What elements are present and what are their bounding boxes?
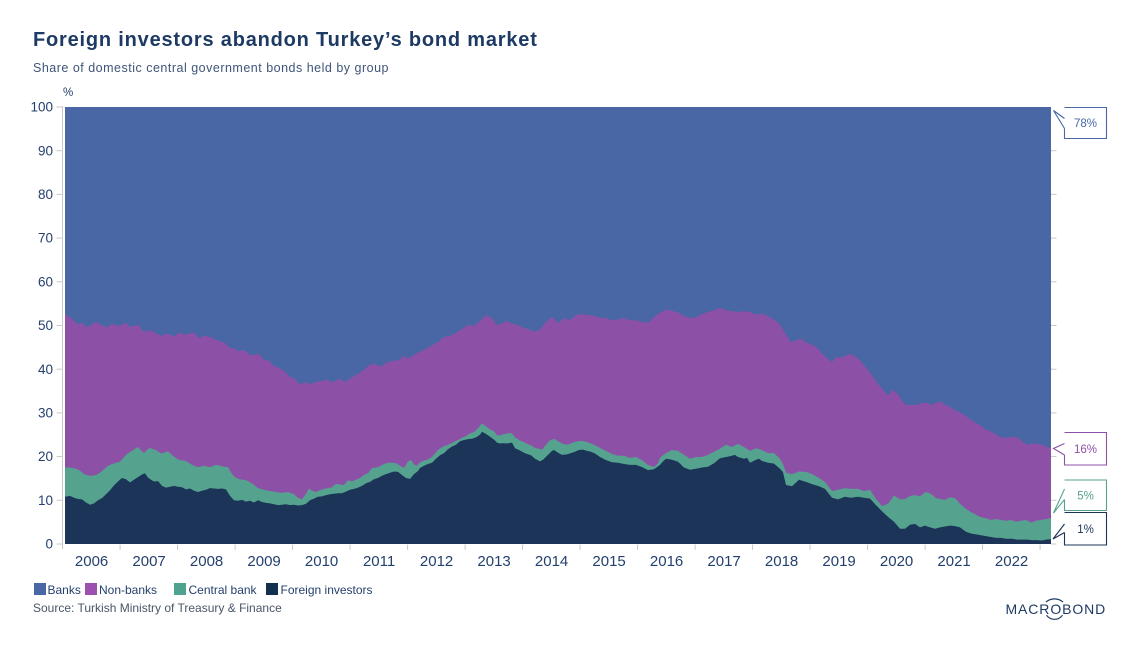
svg-text:2018: 2018 bbox=[765, 553, 798, 570]
svg-text:2009: 2009 bbox=[247, 553, 280, 570]
svg-text:2017: 2017 bbox=[707, 553, 740, 570]
svg-text:2013: 2013 bbox=[477, 553, 510, 570]
svg-text:2007: 2007 bbox=[132, 553, 165, 570]
svg-text:2020: 2020 bbox=[880, 553, 913, 570]
svg-text:30: 30 bbox=[38, 406, 53, 421]
svg-text:90: 90 bbox=[38, 143, 53, 158]
svg-text:2008: 2008 bbox=[190, 553, 223, 570]
svg-text:10: 10 bbox=[38, 493, 53, 508]
svg-text:2014: 2014 bbox=[535, 553, 568, 570]
svg-text:2010: 2010 bbox=[305, 553, 338, 570]
svg-text:2021: 2021 bbox=[937, 553, 970, 570]
svg-text:2012: 2012 bbox=[420, 553, 453, 570]
svg-text:2022: 2022 bbox=[995, 553, 1028, 570]
svg-text:2006: 2006 bbox=[75, 553, 108, 570]
svg-text:2015: 2015 bbox=[592, 553, 625, 570]
svg-text:0: 0 bbox=[45, 537, 53, 552]
svg-text:16%: 16% bbox=[1074, 444, 1097, 456]
svg-text:5%: 5% bbox=[1077, 490, 1094, 502]
svg-text:2019: 2019 bbox=[822, 553, 855, 570]
svg-text:100: 100 bbox=[30, 100, 53, 115]
svg-text:80: 80 bbox=[38, 187, 53, 202]
svg-text:50: 50 bbox=[38, 318, 53, 333]
svg-text:70: 70 bbox=[38, 231, 53, 246]
svg-text:78%: 78% bbox=[1074, 118, 1097, 130]
svg-text:2011: 2011 bbox=[363, 553, 395, 570]
svg-text:20: 20 bbox=[38, 449, 53, 464]
svg-text:40: 40 bbox=[38, 362, 53, 377]
svg-text:%: % bbox=[63, 87, 73, 99]
svg-text:2016: 2016 bbox=[650, 553, 683, 570]
svg-text:60: 60 bbox=[38, 274, 53, 289]
svg-text:1%: 1% bbox=[1077, 524, 1094, 536]
